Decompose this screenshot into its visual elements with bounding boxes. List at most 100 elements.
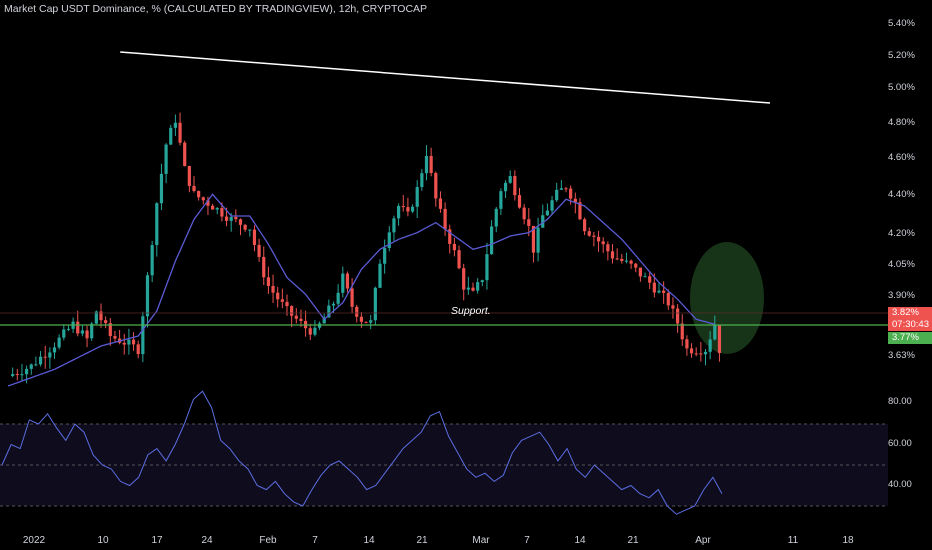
time-tick-label: 10 — [97, 535, 109, 546]
candle-body — [499, 191, 503, 209]
price-tick-label: 3.90% — [888, 290, 915, 301]
candle-body — [424, 156, 429, 174]
candle-body — [717, 325, 722, 353]
candle-body — [652, 282, 656, 293]
candle-body — [527, 219, 531, 226]
candle-body — [76, 321, 80, 334]
time-tick-label: Apr — [695, 535, 711, 546]
candle-body — [243, 224, 247, 230]
chart-title: Market Cap USDT Dominance, % (CALCULATED… — [4, 3, 428, 15]
candle-body — [596, 236, 601, 242]
candle-body — [90, 323, 94, 339]
candle-body — [550, 200, 554, 211]
candle-body — [434, 173, 438, 199]
candle-body — [462, 268, 466, 290]
candle-body — [85, 330, 89, 339]
candle-body — [20, 374, 24, 376]
candle-body — [294, 315, 298, 319]
candle-body — [308, 328, 312, 335]
candle-body — [587, 231, 591, 236]
candle-body — [466, 287, 470, 290]
price-tick-label: 4.05% — [888, 259, 915, 270]
candle-body — [406, 207, 410, 212]
rsi-pane — [0, 390, 888, 515]
candle-body — [676, 308, 680, 324]
candle-body — [378, 263, 382, 288]
candle-body — [38, 356, 43, 365]
candle-body — [122, 342, 126, 345]
candle-body — [583, 219, 587, 232]
candle-body — [108, 323, 112, 337]
time-tick-label: 2022 — [22, 535, 46, 546]
candle-body — [350, 288, 354, 307]
candle-body — [689, 348, 694, 354]
price-tick-label: 3.63% — [888, 350, 915, 361]
price-tick-label: 4.40% — [888, 189, 915, 200]
candle-body — [159, 173, 164, 204]
candle-body — [43, 356, 47, 358]
candle-body — [383, 248, 387, 264]
candle-body — [359, 316, 363, 322]
rsi-tick-label: 60.00 — [888, 438, 912, 449]
candle-body — [48, 352, 52, 358]
candle-body — [606, 244, 610, 252]
candle-body — [29, 364, 33, 369]
candle-body — [271, 285, 275, 293]
candle-body — [699, 353, 703, 355]
candle-body — [369, 320, 373, 323]
candle-body — [471, 287, 475, 291]
candle-body — [624, 260, 629, 262]
candle-body — [201, 197, 205, 201]
candle-body — [215, 208, 219, 210]
candle-body — [638, 267, 642, 277]
candle-body — [569, 188, 573, 199]
candle-body — [694, 353, 698, 355]
candle-body — [685, 339, 689, 349]
candle-body — [401, 206, 405, 208]
candle-body — [513, 176, 517, 196]
candle-body — [178, 122, 182, 143]
candle-body — [708, 339, 712, 352]
candle-body — [522, 207, 526, 220]
candle-body — [169, 127, 173, 145]
price-tick-label: 4.60% — [888, 152, 915, 163]
candle-body — [680, 323, 684, 340]
candle-body — [229, 216, 233, 221]
candle-body — [648, 276, 652, 283]
candle-body — [420, 173, 424, 188]
rsi-tick-label: 80.00 — [888, 396, 912, 407]
candle-body — [248, 229, 252, 231]
candle-body — [313, 327, 317, 335]
candle-body — [480, 280, 484, 283]
countdown-tag: 07:30:43 — [888, 319, 932, 331]
candle-body — [155, 203, 159, 246]
candle-body — [373, 287, 377, 321]
candle-body — [280, 299, 284, 302]
candle-body — [327, 305, 331, 318]
candle-body — [634, 263, 638, 268]
candle-body — [224, 216, 229, 221]
candle-body — [131, 339, 136, 345]
candle-body — [564, 188, 568, 190]
candle-body — [662, 290, 666, 293]
candle-body — [476, 282, 480, 291]
candle-body — [494, 208, 498, 227]
candle-body — [141, 316, 145, 355]
time-tick-label: 14 — [363, 535, 375, 546]
candle-body — [257, 244, 261, 257]
candle-body — [127, 339, 131, 345]
candle-body — [238, 219, 243, 225]
candle-body — [336, 292, 340, 304]
candle-body — [629, 260, 633, 264]
moving-average-group — [7, 193, 715, 387]
candle-body — [331, 303, 336, 306]
candle-body — [192, 185, 196, 191]
resistance-trendline — [120, 51, 771, 104]
price-tick-label: 5.40% — [888, 18, 915, 29]
candle-body — [11, 374, 15, 376]
candle-body — [490, 226, 494, 255]
candle-body — [322, 317, 326, 324]
candle-body — [187, 165, 191, 186]
support-price-tag: 3.77% — [888, 332, 932, 344]
